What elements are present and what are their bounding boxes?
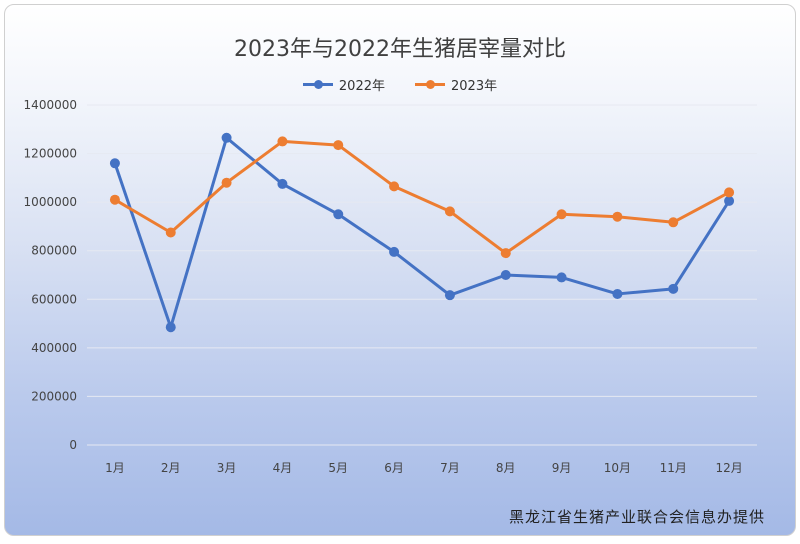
data-point (221, 177, 232, 188)
data-point (165, 322, 176, 333)
legend-label-2023: 2023年 (451, 79, 498, 94)
chart-title: 2023年与2022年生猪居宰量对比 (234, 37, 566, 62)
data-point (612, 211, 623, 222)
data-point (109, 158, 120, 169)
x-tick-label: 4月 (273, 461, 293, 475)
data-point (221, 132, 232, 143)
data-point (556, 209, 567, 220)
series-line-0 (113, 136, 731, 329)
x-tick-label: 8月 (496, 461, 516, 475)
legend-swatch-2023 (415, 79, 445, 89)
x-tick-label: 10月 (604, 461, 631, 475)
y-tick-label: 1200000 (24, 147, 77, 161)
x-tick-label: 6月 (384, 461, 404, 475)
data-point (277, 136, 288, 147)
data-point (444, 290, 455, 301)
data-point (500, 248, 511, 259)
x-tick-label: 7月 (440, 461, 460, 475)
y-tick-label: 400000 (31, 341, 77, 355)
y-tick-label: 1000000 (24, 195, 77, 209)
y-tick-label: 0 (69, 438, 77, 452)
data-point (333, 140, 344, 151)
x-tick-label: 9月 (552, 461, 572, 475)
x-tick-label: 12月 (715, 461, 742, 475)
data-point (389, 181, 400, 192)
data-point (500, 270, 511, 280)
data-point (277, 178, 288, 189)
x-tick-label: 1月 (105, 461, 125, 475)
x-tick-label: 11月 (660, 461, 687, 475)
y-tick-label: 200000 (31, 389, 77, 403)
data-point (444, 206, 455, 217)
source-note: 黑龙江省生猪产业联合会信息办提供 (508, 508, 765, 526)
chart-frame: 2023年与2022年生猪居宰量对比 2022年 2023年 0 200000 40… (4, 4, 796, 536)
y-tick-label: 1400000 (24, 98, 77, 112)
series-line-1 (114, 139, 730, 255)
data-point (612, 288, 623, 299)
data-point (668, 217, 679, 228)
data-point (165, 227, 176, 238)
y-tick-label: 800000 (31, 244, 77, 258)
x-tick-label: 5月 (328, 461, 348, 475)
data-point (556, 272, 567, 283)
data-point (668, 283, 679, 294)
data-point (389, 246, 400, 257)
y-tick-label: 600000 (31, 292, 77, 306)
legend-label-2022: 2022年 (338, 79, 385, 94)
legend-item-2022: 2022年 (302, 75, 385, 94)
data-point (724, 195, 735, 206)
x-tick-label: 2月 (161, 461, 181, 475)
legend: 2022年 2023年 (5, 75, 795, 94)
data-point (109, 194, 120, 205)
legend-swatch-2022 (302, 79, 333, 89)
x-tick-label: 3月 (217, 461, 237, 475)
data-point (333, 209, 344, 220)
data-point (724, 187, 735, 198)
legend-item-2023: 2023年 (415, 75, 497, 94)
line-chart-plot: 0 200000 400000 600000 800000 1000000 1200000 1… (24, 98, 757, 475)
